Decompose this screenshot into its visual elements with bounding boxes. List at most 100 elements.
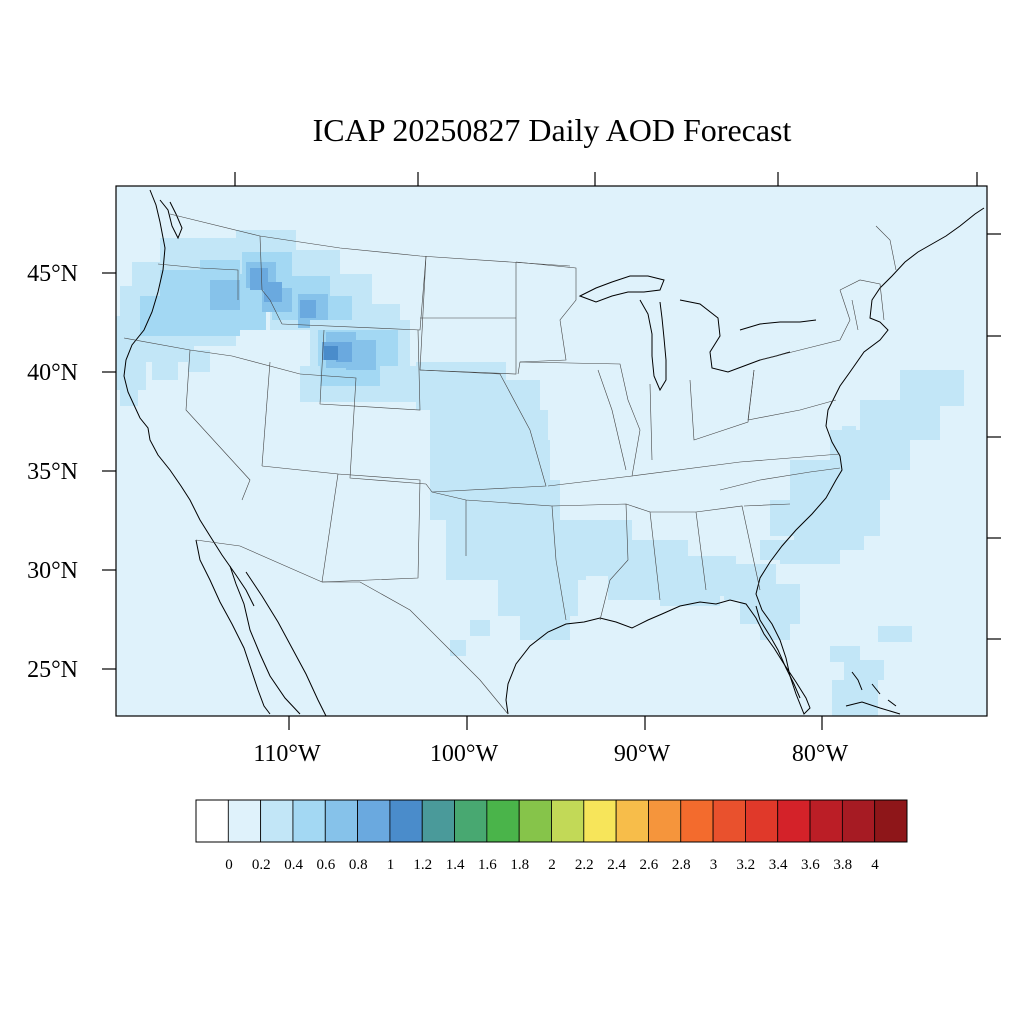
colorbar-label: 1.8 [510, 857, 529, 873]
colorbar-swatch [712, 799, 746, 843]
colorbar-label: 2.4 [607, 857, 626, 873]
colorbar-swatch [421, 799, 455, 843]
aod-cell [236, 230, 296, 250]
border-or-ca-nv [123, 337, 301, 375]
colorbar-swatch [680, 799, 714, 843]
aod-cell [120, 388, 138, 406]
lat-label-25n: 25°N [27, 657, 78, 683]
state-boundaries [123, 213, 897, 715]
colorbar-swatch [292, 799, 326, 843]
colorbar-label: 0 [225, 857, 233, 873]
aod-cell [878, 626, 912, 642]
border-mo-ar [519, 361, 641, 487]
coastline [123, 189, 985, 717]
axis-ticks [102, 172, 1001, 730]
colorbar-label: 2.6 [640, 857, 659, 873]
border-idaho-montana [259, 235, 283, 325]
colorbar-label: 1.4 [446, 857, 465, 873]
map-title: ICAP 20250827 Daily AOD Forecast [313, 112, 792, 148]
aod-cell [900, 370, 964, 406]
aod-cell [300, 300, 316, 318]
colorbar-label: 0.2 [252, 857, 271, 873]
puget-sound [159, 199, 183, 240]
aod-cell [152, 362, 178, 380]
border-nv-ut [261, 361, 271, 467]
lat-label-30n: 30°N [27, 558, 78, 584]
lon-label-90w: 90°W [614, 741, 671, 767]
bahamas [851, 671, 897, 707]
aod-cell [470, 620, 490, 636]
great-lakes-michigan [639, 299, 667, 392]
border-new-england [839, 225, 897, 331]
aod-cell [264, 282, 282, 302]
aod-cell [470, 440, 550, 480]
colorbar-frame [195, 799, 908, 843]
aod-cell [832, 680, 878, 716]
colorbar-label: 1.6 [478, 857, 497, 873]
colorbar-label: 4 [871, 857, 879, 873]
colorbar-label: 2 [548, 857, 556, 873]
aod-cell [210, 280, 240, 310]
aod-cell [520, 600, 570, 640]
colorbar-label: 3 [710, 857, 718, 873]
colorbar-swatch [324, 799, 358, 843]
border-us-mexico [195, 539, 509, 715]
colorbar-label: 3.6 [801, 857, 820, 873]
border-ca-nv [185, 349, 251, 501]
great-lakes-superior [578, 275, 665, 303]
colorbar-swatch [745, 799, 779, 843]
colorbar-swatch [518, 799, 552, 843]
colorbar-swatch [809, 799, 843, 843]
colorbar-swatch [841, 799, 876, 843]
border-ar-la [551, 503, 629, 621]
map-panel: 45°N 40°N 35°N 30°N 25°N 110°W 100°W 90°… [27, 172, 1001, 767]
border-carolinas [719, 467, 841, 507]
border-pa-ny [747, 289, 851, 421]
colorbar-swatch [874, 799, 908, 843]
longitude-labels: 110°W 100°W 90°W 80°W [253, 741, 848, 767]
cuba [845, 701, 901, 715]
lat-label-35n: 35°N [27, 459, 78, 485]
border-dakotas [419, 255, 517, 375]
border-ne-ks [419, 369, 547, 493]
colorbar-labels: 0 0.2 0.4 0.6 0.8 1 1.2 1.4 1.6 1.8 2 2.2 2.4 2.6 2.8 3… [225, 857, 879, 873]
aod-cell [844, 660, 884, 680]
map-frame [115, 185, 988, 717]
aod-cell [188, 350, 210, 372]
lon-label-100w: 100°W [430, 741, 499, 767]
pacific-coastline [123, 189, 255, 607]
gulf-coast [505, 207, 985, 715]
border-az-nm [261, 465, 421, 583]
colorbar-swatches [195, 799, 908, 843]
colorbar-swatch [260, 799, 294, 843]
colorbar-swatch [777, 799, 811, 843]
border-wa-or [157, 263, 239, 300]
aod-cell [324, 346, 338, 360]
aod-cell [144, 338, 194, 362]
gulf-of-california [229, 565, 301, 715]
colorbar-swatch [551, 799, 585, 843]
border-wy-co [319, 329, 421, 411]
colorbar-swatch [389, 799, 423, 843]
colorbar-swatch [357, 799, 391, 843]
border-montana-wyoming [281, 255, 427, 331]
mexico-pacific-coast [245, 571, 327, 717]
latitude-labels: 45°N 40°N 35°N 30°N 25°N [27, 261, 78, 683]
aod-cell [794, 520, 864, 550]
colorbar-swatch [648, 799, 682, 843]
lon-label-110w: 110°W [253, 741, 321, 767]
aod-cell [450, 640, 466, 656]
baja-california-west [195, 539, 271, 715]
aod-cells [116, 230, 964, 716]
colorbar-label: 3.2 [736, 857, 755, 873]
lat-label-45n: 45°N [27, 261, 78, 287]
colorbar-label: 1 [387, 857, 395, 873]
colorbar-label: 0.6 [317, 857, 336, 873]
aod-cell [660, 590, 720, 606]
aod-cell [430, 420, 470, 480]
colorbar-label: 3.8 [833, 857, 852, 873]
aod-cell [236, 300, 266, 330]
colorbar-label: 2.2 [575, 857, 594, 873]
florida-peninsula-west [755, 605, 801, 699]
